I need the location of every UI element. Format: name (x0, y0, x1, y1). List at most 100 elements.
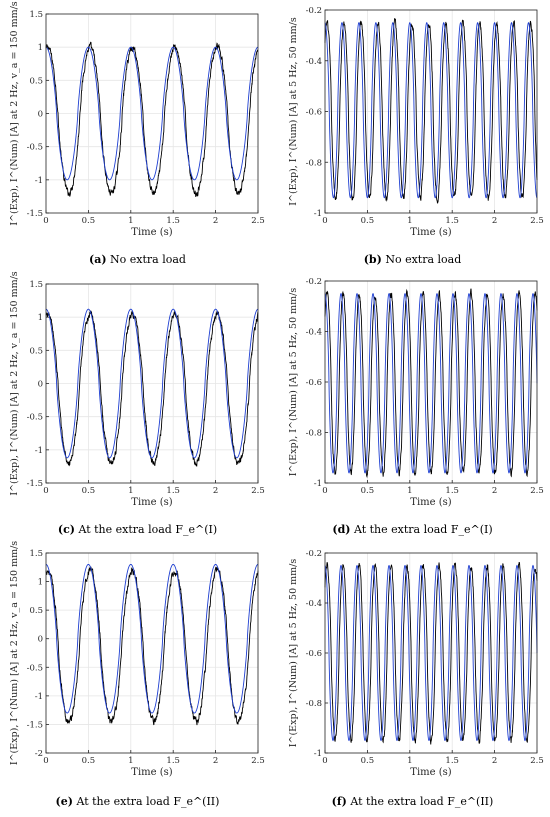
x-tick-label: 0.5 (82, 486, 96, 496)
caption-b: (b) No extra load (275, 253, 550, 266)
y-tick-label: -0.2 (306, 277, 322, 287)
y-tick-label: -0.5 (27, 663, 43, 673)
y-tick-label: -1.5 (27, 720, 43, 730)
series-line-experimental (45, 566, 259, 726)
y-tick-label: 1 (38, 578, 43, 588)
y-axis-label: I^(Exp), I^(Num) [A] at 5 Hz, 50 mm/s (288, 288, 299, 477)
x-tick-label: 2.5 (530, 216, 544, 226)
y-tick-label: -0.8 (306, 699, 322, 709)
y-tick-label: 0.5 (29, 346, 43, 356)
x-tick-label: 0 (322, 756, 327, 766)
x-tick-label: 1 (407, 486, 412, 496)
caption-f-letter: (f) (331, 795, 347, 808)
y-tick-label: 1.5 (29, 10, 43, 20)
x-tick-label: 0.5 (361, 216, 375, 226)
x-tick-label: 1 (128, 756, 133, 766)
y-tick-label: 1 (38, 43, 43, 53)
caption-f-text: At the extra load F_e^(II) (350, 795, 494, 808)
chart-b: 0 0.5 1 1.5 2 2.5 -1 -0.8 -0.6 -0.4 -0.2 Time (s) I^… (288, 6, 544, 238)
x-tick-label: 1.5 (445, 756, 459, 766)
y-tick-label: 0.5 (29, 76, 43, 86)
x-axis-label: Time (s) (131, 497, 172, 508)
caption-e: (e) At the extra load F_e^(II) (0, 795, 275, 808)
series-line-numerical (324, 292, 538, 474)
y-tick-label: 0.5 (29, 606, 43, 616)
y-tick-label: -0.2 (306, 549, 322, 559)
x-tick-label: 1.5 (166, 216, 180, 226)
caption-d-letter: (d) (332, 523, 351, 536)
y-tick-label: 0 (38, 110, 43, 120)
y-tick-label: -1.5 (27, 209, 43, 219)
series-line-numerical (45, 308, 259, 459)
y-tick-label: -1 (35, 692, 43, 702)
x-tick-label: 0.5 (82, 216, 96, 226)
y-tick-label: -2 (35, 749, 43, 759)
y-tick-label: -0.4 (306, 599, 322, 609)
x-tick-label: 2.5 (251, 216, 265, 226)
x-tick-label: 2.5 (530, 756, 544, 766)
y-tick-label: -0.4 (306, 57, 322, 67)
y-axis-label: I^(Exp), I^(Num) [A] at 2 Hz, v_a = 150 … (9, 1, 20, 225)
series-line-experimental (45, 310, 259, 467)
y-tick-label: -0.2 (306, 6, 322, 16)
x-tick-label: 1.5 (445, 216, 459, 226)
y-tick-label: -0.5 (27, 413, 43, 423)
x-tick-label: 1.5 (445, 486, 459, 496)
plot-area (46, 553, 258, 753)
y-tick-label: 1.5 (29, 549, 43, 559)
y-axis-label: I^(Exp), I^(Num) [A] at 5 Hz, 50 mm/s (288, 17, 299, 206)
y-tick-label: -1 (35, 446, 43, 456)
y-tick-label: -1 (314, 209, 322, 219)
x-tick-label: 1 (128, 486, 133, 496)
caption-a-text: No extra load (110, 253, 186, 266)
caption-e-letter: (e) (55, 795, 73, 808)
chart-d: 0 0.5 1 1.5 2 2.5 -1 -0.8 -0.6 -0.4 -0.2 Time (s) I^… (288, 277, 544, 508)
x-tick-label: 0 (322, 486, 327, 496)
caption-d-text: At the extra load F_e^(I) (353, 523, 493, 536)
x-tick-label: 2 (492, 486, 497, 496)
caption-b-text: No extra load (385, 253, 462, 266)
y-tick-label: 1.5 (29, 280, 43, 290)
y-tick-label: -0.6 (306, 378, 322, 388)
y-axis-label: I^(Exp), I^(Num) [A] at 2 Hz, v_a = 150 … (9, 271, 20, 495)
series-line-numerical (324, 22, 538, 199)
y-tick-label: 1 (38, 313, 43, 323)
x-tick-label: 1.5 (166, 756, 180, 766)
caption-c: (c) At the extra load F_e^(I) (0, 523, 275, 536)
x-tick-label: 0 (322, 216, 327, 226)
series-line-experimental (45, 41, 259, 198)
x-axis-label: Time (s) (131, 767, 172, 778)
y-tick-label: -0.8 (306, 158, 322, 168)
x-axis-label: Time (s) (410, 767, 451, 778)
caption-a: (a) No extra load (0, 253, 275, 266)
x-tick-label: 0.5 (361, 486, 375, 496)
x-tick-label: 1 (407, 216, 412, 226)
series-line-numerical (324, 564, 538, 742)
caption-c-text: At the extra load F_e^(I) (78, 523, 218, 536)
x-tick-label: 1 (128, 216, 133, 226)
x-tick-label: 2 (213, 216, 218, 226)
y-tick-label: -0.4 (306, 328, 322, 338)
series-line-numerical (45, 563, 259, 714)
series-line-experimental (324, 561, 538, 745)
x-tick-label: 2 (213, 756, 218, 766)
x-tick-label: 2.5 (251, 756, 265, 766)
caption-c-letter: (c) (57, 523, 75, 536)
x-tick-label: 0 (43, 756, 48, 766)
x-tick-label: 2 (492, 756, 497, 766)
y-tick-label: 0 (38, 635, 43, 645)
y-tick-label: -0.6 (306, 649, 322, 659)
series-line-experimental (324, 288, 538, 479)
caption-a-letter: (a) (89, 253, 107, 266)
caption-f: (f) At the extra load F_e^(II) (275, 795, 550, 808)
x-tick-label: 0 (43, 216, 48, 226)
x-axis-label: Time (s) (410, 227, 451, 238)
caption-e-text: At the extra load F_e^(II) (76, 795, 220, 808)
y-tick-label: -1 (314, 749, 322, 759)
x-axis-label: Time (s) (131, 227, 172, 238)
x-tick-label: 2 (213, 486, 218, 496)
y-tick-label: -1.5 (27, 479, 43, 489)
